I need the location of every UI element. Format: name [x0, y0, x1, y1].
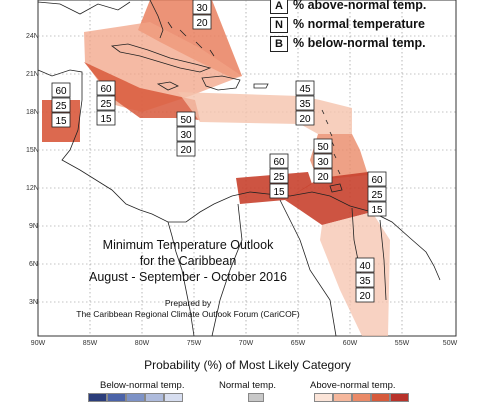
color-swatch	[88, 393, 107, 402]
above-normal-label: Above-normal temp.	[310, 380, 396, 391]
lat-label: 3N	[29, 299, 38, 306]
longitude-labels: 90W 85W 80W 75W 70W 65W 60W 55W 50W	[31, 340, 458, 347]
lon-label: 85W	[83, 340, 98, 347]
coast-panama-colombia	[167, 221, 195, 337]
region-a-value: 60	[55, 86, 67, 97]
region-b-value: 20	[359, 291, 371, 302]
map-title: Minimum Temperature Outlook for the Cari…	[76, 238, 300, 319]
region-n-value: 35	[359, 276, 371, 287]
lon-label: 55W	[395, 340, 410, 347]
region-box-lesser-antilles-north: 45 35 20	[295, 80, 315, 126]
region-box-venezuela-coast: 60 25 15	[269, 153, 289, 199]
region-a-value: 45	[299, 84, 311, 95]
zone-guianas	[320, 212, 390, 336]
probability-legend-title: Probability (%) of Most Likely Category	[144, 358, 351, 372]
coast-lesser-antilles	[321, 109, 341, 175]
color-swatch	[248, 393, 264, 402]
border-south-america	[211, 199, 337, 337]
lon-label: 70W	[239, 340, 254, 347]
prepared-org: The Caribbean Regional Climate Outlook F…	[76, 309, 300, 319]
lon-label: 60W	[343, 340, 358, 347]
region-n-value: 30	[196, 3, 208, 14]
latitude-labels: 24N 21N 18N 15N 12N 9N 6N 3N	[26, 33, 39, 306]
region-a-value: 60	[100, 84, 112, 95]
lat-label: 21N	[26, 71, 39, 78]
key-letter-n: N	[270, 17, 288, 33]
coast-florida	[149, 0, 164, 39]
color-swatch	[145, 393, 164, 402]
region-n-value: 25	[55, 101, 67, 112]
region-a-value: 50	[180, 115, 192, 126]
region-a-value: 50	[317, 142, 329, 153]
key-text-a: % above-normal temp.	[293, 0, 427, 12]
region-b-value: 20	[180, 145, 192, 156]
coast-bahamas	[167, 21, 215, 57]
lon-label: 50W	[443, 340, 458, 347]
region-a-value: 60	[371, 175, 383, 186]
title-line-3: August - September - October 2016	[89, 270, 287, 284]
region-box-greater-antilles: 60 25 15	[96, 80, 116, 126]
lat-label: 6N	[29, 261, 38, 268]
coast-cuba	[110, 43, 212, 73]
lon-label: 65W	[291, 340, 306, 347]
coast-puerto-rico	[253, 83, 269, 89]
zone-jamaica-hispaniola	[84, 62, 200, 120]
region-b-value: 15	[273, 187, 285, 198]
coast-hispaniola	[201, 75, 241, 91]
region-b-value: 20	[317, 172, 329, 183]
key-text-b: % below-normal temp.	[293, 36, 426, 50]
color-swatch	[352, 393, 371, 402]
region-n-value: 30	[317, 157, 329, 168]
coast-gulf-mexico	[37, 1, 131, 15]
region-box-trinidad-guyana: 60 25 15	[367, 171, 387, 217]
lat-label: 18N	[26, 109, 39, 116]
region-n-value: 25	[273, 172, 285, 183]
lat-label: 15N	[26, 147, 39, 154]
color-swatch	[390, 393, 409, 402]
zone-trinidad-guyana	[285, 172, 372, 225]
region-a-value: 40	[359, 261, 371, 272]
region-b-value: 15	[371, 205, 383, 216]
region-box-florida-bahamas: 30 20	[192, 0, 212, 30]
color-swatch	[107, 393, 126, 402]
color-swatch	[314, 393, 333, 402]
prepared-by: Prepared by	[165, 298, 212, 308]
lat-label: 24N	[26, 33, 39, 40]
region-b-value: 15	[100, 114, 112, 125]
region-n-value: 25	[100, 99, 112, 110]
title-line-1: Minimum Temperature Outlook	[103, 238, 274, 252]
color-swatch	[333, 393, 352, 402]
lon-label: 90W	[31, 340, 46, 347]
key-letter-b: B	[270, 36, 288, 52]
zone-florida-bahamas	[138, 0, 242, 78]
color-swatch	[371, 393, 390, 402]
below-normal-label: Below-normal temp.	[100, 380, 185, 391]
region-b-value: 20	[196, 18, 208, 29]
coast-jamaica	[156, 81, 179, 91]
color-swatch	[126, 393, 145, 402]
region-b-value: 20	[299, 114, 311, 125]
normal-label: Normal temp.	[219, 380, 277, 391]
lat-label: 9N	[29, 223, 38, 230]
color-swatch	[164, 393, 183, 402]
region-a-value: 60	[273, 157, 285, 168]
region-n-value: 25	[371, 190, 383, 201]
coast-trinidad	[329, 183, 343, 193]
key-letter-a: A	[270, 0, 288, 14]
lon-label: 80W	[135, 340, 150, 347]
region-box-guianas: 40 35 20	[355, 257, 375, 303]
region-b-value: 15	[55, 116, 67, 127]
region-box-jamaica-south: 50 30 20	[176, 111, 196, 157]
region-box-windward: 50 30 20	[313, 138, 333, 184]
title-line-2: for the Caribbean	[140, 254, 237, 268]
lon-label: 75W	[187, 340, 202, 347]
region-n-value: 35	[299, 99, 311, 110]
key-text-n: % normal temperature	[293, 17, 425, 31]
probability-boxes: 30 20 60 25 15 60 25 15 50 30 20	[51, 0, 387, 303]
region-n-value: 30	[180, 130, 192, 141]
lat-label: 12N	[26, 185, 39, 192]
region-box-belize: 60 25 15	[51, 82, 71, 128]
